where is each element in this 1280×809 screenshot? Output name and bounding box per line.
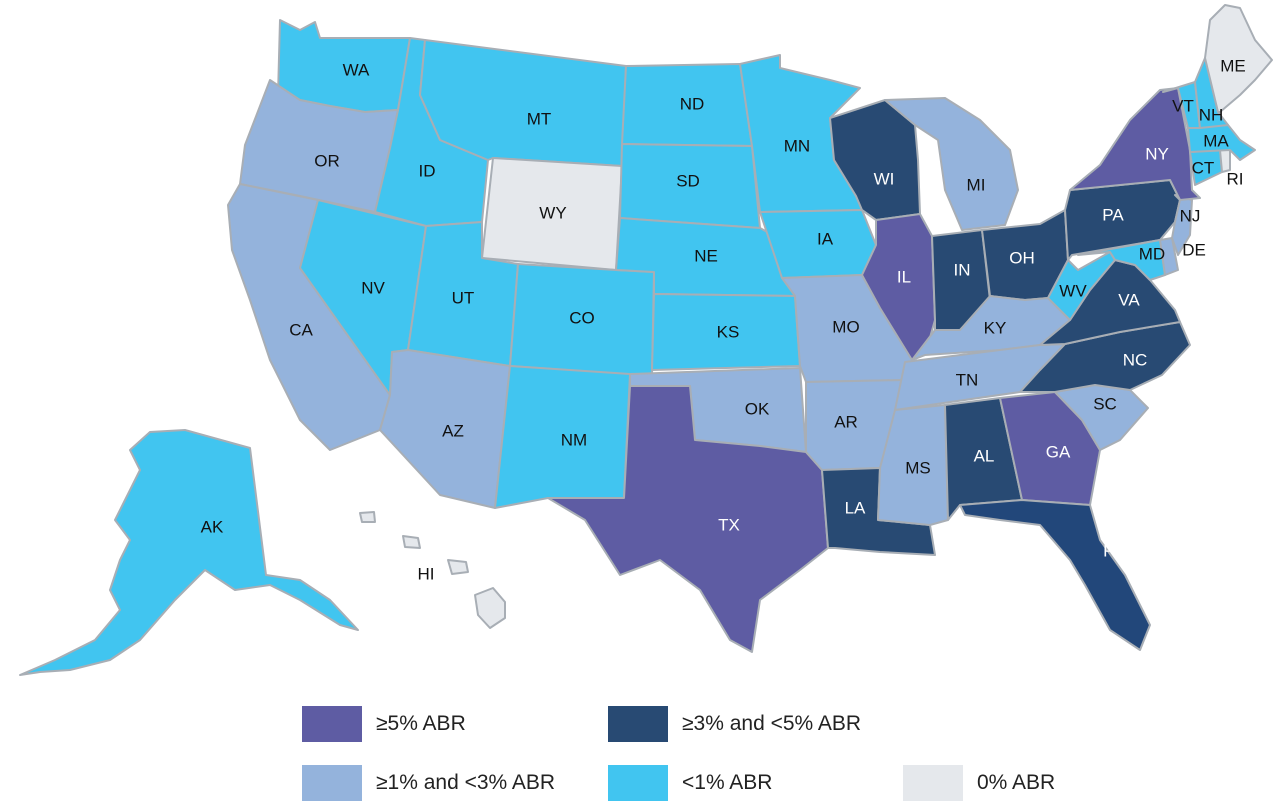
label-id: ID [419, 161, 436, 180]
state-vt [1162, 81, 1201, 129]
label-nh: NH [1199, 105, 1224, 124]
label-nm: NM [561, 430, 587, 449]
label-co: CO [569, 308, 595, 327]
label-ma: MA [1203, 131, 1229, 150]
label-ia: IA [817, 229, 834, 248]
legend-item-ge5: ≥5% ABR [302, 706, 466, 742]
label-de: DE [1182, 240, 1206, 259]
label-md: MD [1139, 244, 1165, 263]
label-wi: WI [874, 169, 895, 188]
label-tn: TN [956, 370, 979, 389]
state-hi-oahu [402, 535, 421, 549]
label-in: IN [954, 260, 971, 279]
label-ut: UT [452, 288, 475, 307]
state-ma [1187, 124, 1256, 161]
legend-swatch-ge5 [302, 706, 362, 742]
label-vt: VT [1172, 96, 1194, 115]
legend-item-zero: 0% ABR [903, 765, 1055, 801]
state-hi-kauai [359, 511, 376, 523]
label-hi: HI [418, 564, 435, 583]
label-mi: MI [967, 175, 986, 194]
label-ct: CT [1192, 158, 1215, 177]
state-tx [547, 385, 829, 653]
label-tx: TX [718, 515, 740, 534]
us-map: WA OR CA ID NV MT WY UT AZ CO NM ND SD N… [19, 4, 1273, 676]
state-mi [884, 97, 1019, 231]
label-mo: MO [832, 317, 859, 336]
label-fl: FL [1103, 541, 1123, 560]
legend-swatch-zero [903, 765, 963, 801]
state-fl [959, 499, 1151, 651]
label-nc: NC [1123, 350, 1148, 369]
label-me: ME [1220, 56, 1246, 75]
state-nj [1171, 194, 1193, 256]
label-va: VA [1118, 290, 1140, 309]
label-il: IL [897, 267, 911, 286]
label-ak: AK [201, 517, 224, 536]
state-de [1159, 237, 1179, 276]
label-wa: WA [343, 60, 370, 79]
state-me [1204, 4, 1273, 113]
label-wv: WV [1059, 281, 1087, 300]
label-ky: KY [984, 318, 1007, 337]
label-ne: NE [694, 246, 718, 265]
label-ca: CA [289, 320, 313, 339]
label-ny: NY [1145, 144, 1169, 163]
label-ks: KS [717, 322, 740, 341]
label-ri: RI [1227, 169, 1244, 188]
label-la: LA [845, 498, 866, 517]
legend-label-zero: 0% ABR [977, 771, 1056, 794]
legend-item-ge1: ≥1% and <3% ABR [302, 765, 555, 801]
label-sd: SD [676, 171, 700, 190]
legend-label-lt1: <1% ABR [682, 771, 773, 794]
state-nh [1194, 57, 1229, 129]
legend-swatch-ge3 [608, 706, 668, 742]
state-hi-maui [447, 559, 469, 575]
label-or: OR [314, 151, 340, 170]
state-hi [474, 587, 506, 629]
state-nc [1019, 321, 1191, 393]
label-ok: OK [745, 399, 770, 418]
label-pa: PA [1102, 205, 1124, 224]
legend-swatch-ge1 [302, 765, 362, 801]
label-ms: MS [905, 458, 931, 477]
label-sc: SC [1093, 394, 1117, 413]
label-wy: WY [539, 203, 566, 222]
legend-swatch-lt1 [608, 765, 668, 801]
label-nd: ND [680, 94, 705, 113]
state-ak [19, 429, 359, 676]
label-mt: MT [527, 109, 552, 128]
legend-label-ge5: ≥5% ABR [376, 712, 466, 735]
legend-item-ge3: ≥3% and <5% ABR [608, 706, 861, 742]
label-az: AZ [442, 421, 464, 440]
label-nj: NJ [1180, 206, 1201, 225]
label-nv: NV [361, 278, 385, 297]
legend-item-lt1: <1% ABR [608, 765, 772, 801]
label-mn: MN [784, 136, 810, 155]
label-al: AL [974, 446, 995, 465]
label-ga: GA [1046, 442, 1071, 461]
legend-label-ge1: ≥1% and <3% ABR [376, 771, 556, 794]
legend-label-ge3: ≥3% and <5% ABR [682, 712, 862, 735]
label-oh: OH [1009, 248, 1035, 267]
label-ar: AR [834, 412, 858, 431]
